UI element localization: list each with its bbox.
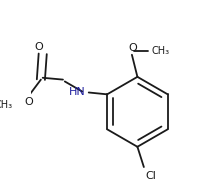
Text: O: O bbox=[25, 97, 33, 107]
Text: HN: HN bbox=[69, 88, 86, 98]
Text: Cl: Cl bbox=[146, 171, 157, 181]
Text: O: O bbox=[128, 43, 137, 53]
Text: CH₃: CH₃ bbox=[151, 46, 169, 56]
Text: CH₃: CH₃ bbox=[0, 100, 12, 110]
Text: O: O bbox=[35, 42, 43, 52]
